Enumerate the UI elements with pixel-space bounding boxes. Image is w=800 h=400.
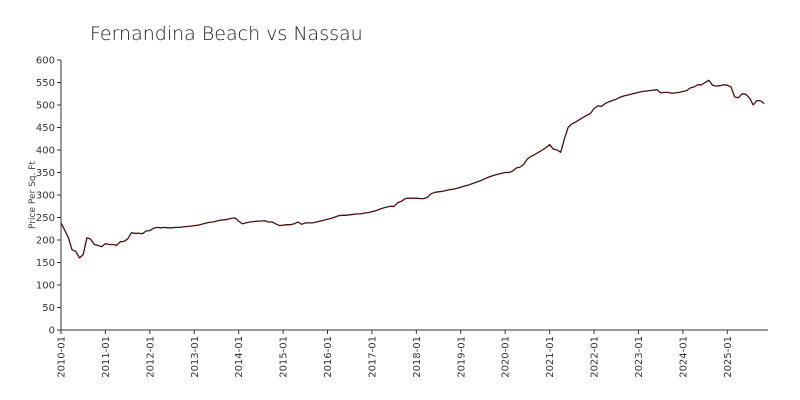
y-tick-label: 150 [36, 258, 55, 269]
y-tick-label: 0 [49, 326, 55, 337]
x-tick-label: 2015-01 [279, 336, 290, 378]
x-tick-label: 2024-01 [678, 336, 689, 378]
x-tick-label: 2023-01 [634, 336, 645, 378]
y-tick-label: 250 [36, 213, 55, 224]
x-axis-ticks: 2010-01 2011-01 2012-01 2013-01 2014-01 2015-… [57, 330, 734, 378]
x-tick-label: 2019-01 [456, 336, 467, 378]
x-tick-label: 2017-01 [367, 336, 378, 378]
y-axis-ticks: 0 50 100 150 200 250 300 350 400 450 500 550 600 [36, 56, 61, 337]
x-tick-label: 2013-01 [190, 336, 201, 378]
chart-title: Fernandina Beach vs Nassau [90, 23, 363, 45]
series-line [60, 79, 765, 259]
y-tick-label: 600 [36, 56, 55, 67]
x-tick-label: 2021-01 [545, 336, 556, 378]
x-tick-label: 2011-01 [101, 336, 112, 378]
x-tick-label: 2012-01 [145, 336, 156, 378]
y-tick-label: 50 [42, 303, 55, 314]
x-tick-label: 2020-01 [501, 336, 512, 378]
y-tick-label: 350 [36, 168, 55, 179]
x-tick-label: 2010-01 [57, 336, 68, 378]
x-tick-label: 2022-01 [590, 336, 601, 378]
y-tick-label: 200 [36, 236, 55, 247]
x-tick-label: 2014-01 [234, 336, 245, 378]
y-axis-label: Price Per Sq. Ft [28, 161, 38, 229]
x-tick-label: 2018-01 [412, 336, 423, 378]
y-tick-label: 450 [36, 123, 55, 134]
x-tick-label: 2016-01 [323, 336, 334, 378]
x-tick-label: 2025-01 [723, 336, 734, 378]
y-tick-label: 550 [36, 78, 55, 89]
y-tick-label: 500 [36, 101, 55, 112]
y-tick-label: 400 [36, 146, 55, 157]
y-tick-label: 100 [36, 281, 55, 292]
y-tick-label: 300 [36, 191, 55, 202]
